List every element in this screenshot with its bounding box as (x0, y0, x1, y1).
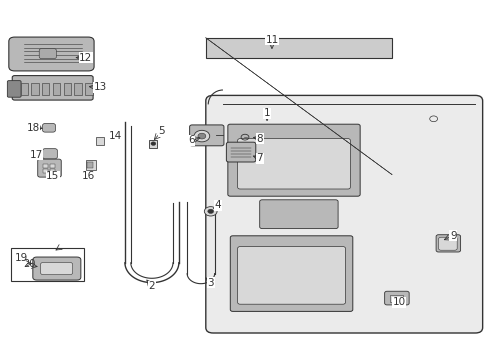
FancyBboxPatch shape (238, 247, 345, 304)
Text: 15: 15 (46, 171, 60, 181)
Bar (64, 83, 71, 95)
Circle shape (194, 130, 210, 142)
FancyBboxPatch shape (238, 139, 350, 189)
Text: 5: 5 (158, 126, 165, 136)
Bar (31, 83, 39, 95)
Circle shape (198, 133, 206, 139)
Bar (85, 83, 93, 95)
FancyBboxPatch shape (39, 49, 56, 59)
FancyBboxPatch shape (7, 81, 21, 97)
Bar (87, 162, 93, 168)
Text: 10: 10 (393, 297, 406, 307)
Text: 4: 4 (215, 200, 221, 210)
Bar (21, 83, 28, 95)
Text: 8: 8 (256, 134, 263, 144)
Bar (50, 169, 55, 173)
Bar (86, 160, 96, 170)
FancyBboxPatch shape (43, 123, 55, 132)
Bar (50, 164, 55, 168)
Circle shape (208, 209, 214, 213)
FancyBboxPatch shape (38, 159, 61, 177)
Text: 19: 19 (15, 253, 28, 263)
Text: 16: 16 (81, 171, 95, 181)
FancyBboxPatch shape (9, 37, 94, 71)
Text: 1: 1 (264, 108, 270, 118)
FancyBboxPatch shape (12, 76, 93, 100)
Bar (74, 83, 82, 95)
Bar (206, 38, 392, 58)
Text: 11: 11 (265, 35, 279, 45)
FancyBboxPatch shape (385, 291, 409, 305)
FancyBboxPatch shape (41, 262, 73, 275)
Text: 13: 13 (94, 82, 107, 93)
Text: 14: 14 (108, 131, 122, 141)
Text: 2: 2 (148, 281, 155, 291)
Text: 7: 7 (256, 153, 263, 163)
Text: 18: 18 (26, 123, 40, 133)
FancyBboxPatch shape (226, 142, 256, 162)
Bar (96, 137, 104, 145)
FancyBboxPatch shape (230, 236, 353, 311)
FancyBboxPatch shape (206, 95, 483, 333)
Text: 6: 6 (188, 135, 195, 145)
FancyBboxPatch shape (439, 237, 457, 250)
Text: 20: 20 (24, 258, 36, 269)
Text: 3: 3 (207, 278, 214, 288)
Bar (149, 140, 157, 148)
Bar (390, 295, 403, 302)
Text: 17: 17 (29, 150, 43, 160)
FancyBboxPatch shape (43, 149, 57, 159)
Circle shape (151, 142, 156, 145)
Bar (11, 248, 84, 281)
FancyBboxPatch shape (260, 200, 338, 229)
Bar (43, 169, 48, 173)
Text: 12: 12 (79, 53, 93, 63)
Text: 9: 9 (450, 231, 457, 241)
FancyBboxPatch shape (190, 125, 224, 146)
FancyBboxPatch shape (436, 235, 461, 252)
Bar (53, 83, 60, 95)
FancyBboxPatch shape (33, 257, 81, 280)
FancyBboxPatch shape (228, 124, 360, 196)
Bar (43, 164, 48, 168)
Circle shape (204, 207, 217, 216)
Bar (42, 83, 49, 95)
